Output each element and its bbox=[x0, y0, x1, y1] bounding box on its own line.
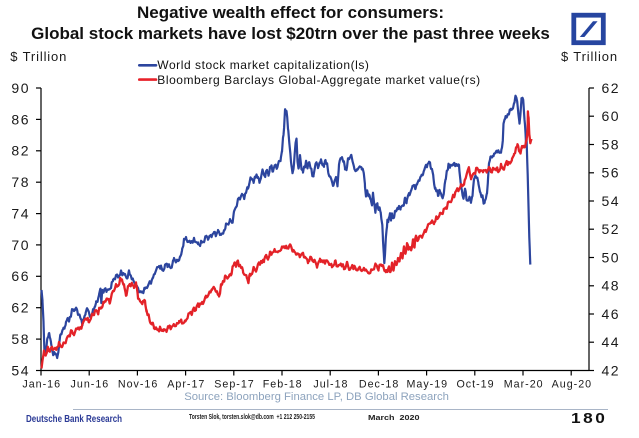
svg-text:58: 58 bbox=[602, 136, 621, 152]
svg-text:60: 60 bbox=[602, 108, 621, 124]
svg-text:66: 66 bbox=[11, 268, 30, 284]
svg-text:54: 54 bbox=[602, 193, 621, 209]
svg-text:74: 74 bbox=[11, 206, 30, 222]
svg-text:62: 62 bbox=[602, 80, 621, 96]
svg-text:56: 56 bbox=[602, 165, 621, 181]
svg-text:Mar-20: Mar-20 bbox=[504, 379, 544, 391]
svg-text:Nov-16: Nov-16 bbox=[118, 379, 158, 391]
svg-text:Oct-19: Oct-19 bbox=[456, 379, 494, 391]
svg-text:46: 46 bbox=[602, 306, 621, 322]
svg-text:82: 82 bbox=[11, 143, 30, 159]
svg-text:52: 52 bbox=[602, 221, 621, 237]
svg-text:50: 50 bbox=[602, 249, 621, 265]
svg-text:Apr-17: Apr-17 bbox=[167, 379, 205, 391]
svg-text:Feb-18: Feb-18 bbox=[263, 379, 303, 391]
svg-text:90: 90 bbox=[11, 80, 30, 96]
svg-text:Jan-16: Jan-16 bbox=[22, 379, 61, 391]
svg-text:May-19: May-19 bbox=[406, 379, 448, 391]
svg-text:54: 54 bbox=[11, 362, 30, 378]
svg-text:Jun-16: Jun-16 bbox=[71, 379, 110, 391]
svg-text:Aug-20: Aug-20 bbox=[552, 379, 592, 391]
svg-text:62: 62 bbox=[11, 300, 30, 316]
svg-text:Sep-17: Sep-17 bbox=[214, 379, 254, 391]
svg-text:48: 48 bbox=[602, 278, 621, 294]
svg-text:70: 70 bbox=[11, 237, 30, 253]
svg-text:42: 42 bbox=[602, 362, 621, 378]
svg-text:86: 86 bbox=[11, 111, 30, 127]
svg-text:44: 44 bbox=[602, 334, 621, 350]
svg-text:Jul-18: Jul-18 bbox=[313, 379, 348, 391]
svg-text:78: 78 bbox=[11, 174, 30, 190]
svg-text:Dec-18: Dec-18 bbox=[359, 379, 399, 391]
svg-text:58: 58 bbox=[11, 331, 30, 347]
